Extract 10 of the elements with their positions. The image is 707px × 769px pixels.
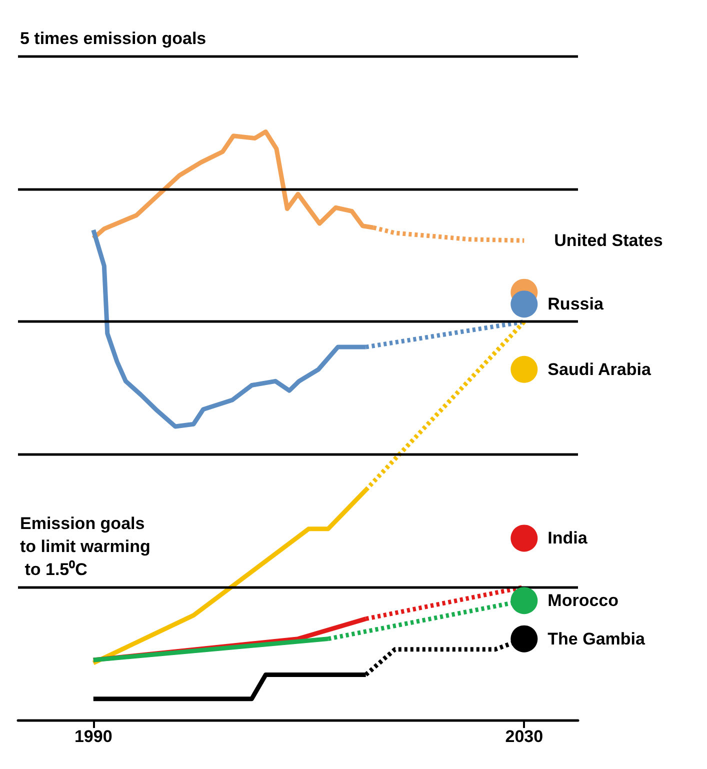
series-label: United States (554, 231, 663, 250)
series-label: India (548, 528, 588, 548)
x-tick-label: 1990 (74, 727, 112, 746)
x-tick-label: 2030 (505, 727, 544, 746)
series-label: Saudi Arabia (548, 360, 652, 379)
series-label: Morocco (548, 591, 618, 610)
series-label: The Gambia (548, 629, 646, 648)
ref-line-label: 5 times emission goals (20, 28, 206, 48)
ref-line-label: Emission goals to limit warming to 1.5⁰C (20, 514, 150, 580)
series-label: Russia (548, 294, 604, 314)
